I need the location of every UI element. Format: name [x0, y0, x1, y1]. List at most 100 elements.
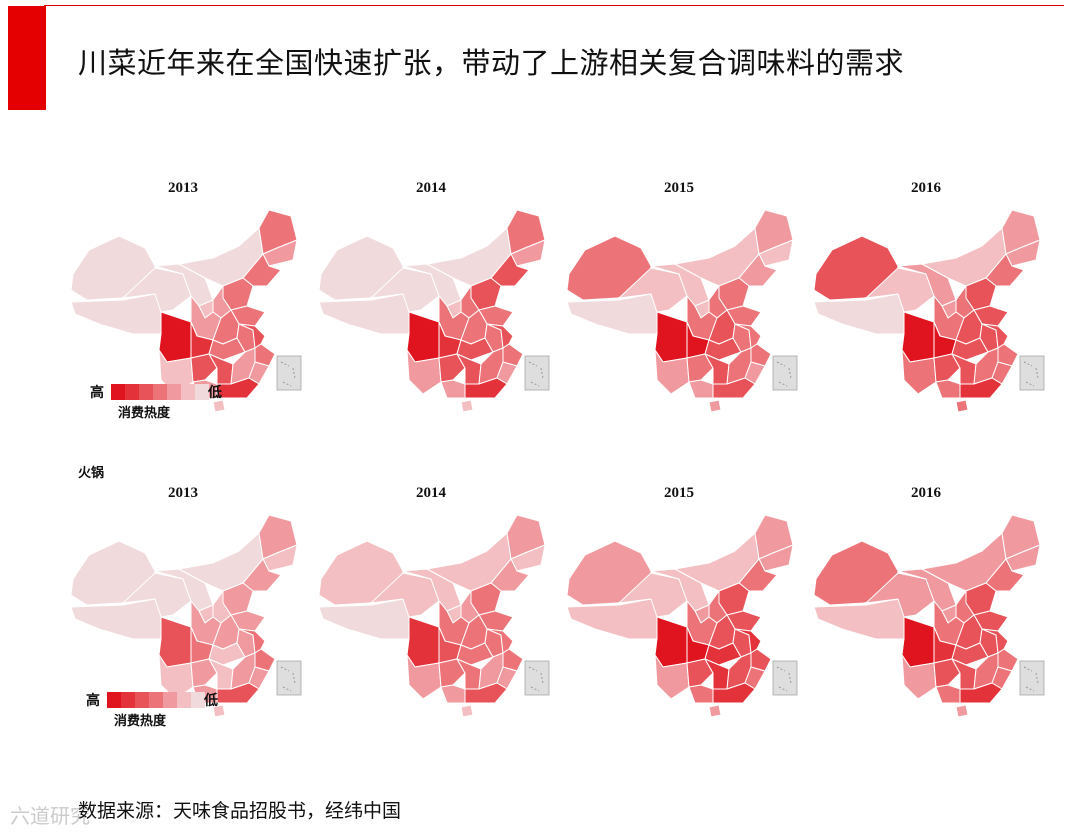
choropleth-map	[318, 209, 550, 413]
legend-high-label: 高	[90, 385, 104, 401]
map-panel: 2015	[559, 485, 799, 718]
region-tibet	[813, 598, 907, 640]
region-guangxi	[688, 684, 714, 704]
legend: 高 低 消费热度	[86, 688, 246, 732]
legend-swatch	[125, 384, 139, 400]
region-guangdong	[464, 377, 508, 399]
page-title: 川菜近年来在全国快速扩张，带动了上游相关复合调味料的需求	[78, 46, 905, 80]
panel-year: 2015	[664, 485, 694, 501]
region-tibet	[70, 598, 164, 640]
panel-year: 2016	[911, 180, 941, 196]
source-note: 数据来源：天味食品招股书，经纬中国	[78, 801, 402, 822]
region-hainan	[708, 399, 722, 413]
region-guizhou	[686, 658, 714, 688]
legend-swatch	[121, 692, 135, 708]
legend-swatch	[167, 384, 181, 400]
region-guangxi	[688, 379, 714, 399]
panel-year: 2015	[664, 180, 694, 196]
region-guangdong	[959, 377, 1003, 399]
region-guizhou	[438, 353, 466, 383]
region-guizhou	[190, 658, 218, 688]
panel-year: 2013	[168, 180, 198, 196]
region-hainan	[212, 704, 226, 718]
region-tibet	[566, 293, 660, 335]
south-china-sea-inset	[524, 355, 550, 391]
legend-swatch	[195, 384, 209, 400]
region-guangxi	[935, 684, 961, 704]
legend-swatch	[107, 692, 121, 708]
choropleth-map	[318, 514, 550, 718]
map-panel: 2014	[311, 180, 551, 413]
legend-swatch	[163, 692, 177, 708]
region-tibet	[318, 293, 412, 335]
region-hainan	[708, 704, 722, 718]
region-hainan	[955, 399, 969, 413]
south-china-sea-inset	[772, 660, 798, 696]
legend-swatch	[177, 692, 191, 708]
choropleth-map	[813, 514, 1045, 718]
region-guangxi	[440, 379, 466, 399]
legend-swatches	[111, 384, 209, 400]
region-guizhou	[686, 353, 714, 383]
panel-year: 2016	[911, 485, 941, 501]
map-panel: 2013	[63, 180, 303, 413]
region-qinghai	[370, 267, 440, 313]
region-guangdong	[712, 682, 756, 704]
panel-year: 2014	[416, 180, 446, 196]
region-tibet	[70, 293, 164, 335]
legend-low-label: 低	[204, 693, 218, 709]
region-guizhou	[190, 353, 218, 383]
legend-swatch	[191, 692, 205, 708]
region-hainan	[460, 704, 474, 718]
legend-swatch	[181, 384, 195, 400]
region-qinghai	[618, 572, 688, 618]
choropleth-map	[70, 514, 302, 718]
region-qinghai	[618, 267, 688, 313]
panel-year: 2013	[168, 485, 198, 501]
region-guangdong	[712, 377, 756, 399]
region-qinghai	[865, 572, 935, 618]
legend-caption: 消费热度	[118, 406, 171, 421]
region-guizhou	[933, 658, 961, 688]
choropleth-map	[813, 209, 1045, 413]
region-guangdong	[216, 682, 260, 704]
legend: 高 低 消费热度	[90, 380, 250, 424]
region-qinghai	[370, 572, 440, 618]
legend-low-label: 低	[208, 385, 222, 401]
legend-swatches	[107, 692, 205, 708]
map-panel: 2016	[806, 180, 1046, 413]
south-china-sea-inset	[772, 355, 798, 391]
choropleth-map	[566, 209, 798, 413]
south-china-sea-inset	[1019, 660, 1045, 696]
legend-high-label: 高	[86, 693, 100, 709]
region-qinghai	[122, 572, 192, 618]
section-label: 火锅	[78, 466, 105, 481]
map-panel: 2016	[806, 485, 1046, 718]
legend-swatch	[153, 384, 167, 400]
panel-year: 2014	[416, 485, 446, 501]
region-hainan	[955, 704, 969, 718]
accent-bar	[8, 6, 46, 110]
top-rule	[44, 5, 1064, 6]
region-hainan	[212, 399, 226, 413]
map-panel: 2014	[311, 485, 551, 718]
south-china-sea-inset	[524, 660, 550, 696]
region-qinghai	[122, 267, 192, 313]
legend-swatch	[139, 384, 153, 400]
map-panel: 2013	[63, 485, 303, 718]
region-guangdong	[216, 377, 260, 399]
region-guangdong	[464, 682, 508, 704]
south-china-sea-inset	[276, 660, 302, 696]
legend-swatch	[135, 692, 149, 708]
south-china-sea-inset	[1019, 355, 1045, 391]
legend-caption: 消费热度	[114, 714, 167, 729]
region-tibet	[566, 598, 660, 640]
choropleth-map	[566, 514, 798, 718]
legend-swatch	[149, 692, 163, 708]
choropleth-map	[70, 209, 302, 413]
region-tibet	[318, 598, 412, 640]
watermark: 六道研究	[10, 804, 90, 828]
region-hainan	[460, 399, 474, 413]
region-tibet	[813, 293, 907, 335]
region-guangxi	[935, 379, 961, 399]
